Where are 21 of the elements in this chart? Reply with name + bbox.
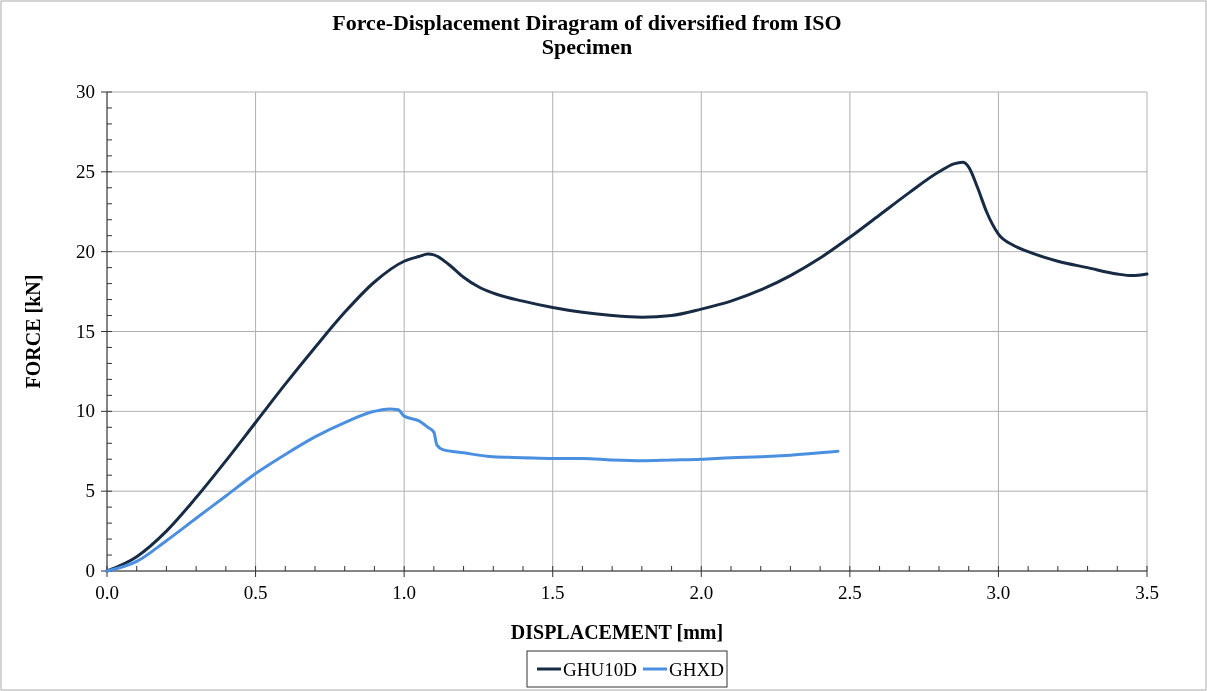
y-tick-label: 30 — [76, 81, 95, 102]
y-tick-label: 25 — [76, 160, 95, 182]
y-tick-label: 5 — [85, 480, 95, 502]
x-tick-label: 2.5 — [837, 582, 862, 603]
x-tick-label: 3.0 — [986, 582, 1011, 603]
x-tick-label: 1.0 — [392, 582, 417, 603]
x-axis-title: DISPLACEMENT [mm] — [510, 621, 724, 643]
y-tick-label: 15 — [76, 320, 95, 342]
legend-label: GHU10D — [563, 659, 637, 680]
y-tick-label: 10 — [76, 400, 95, 422]
x-tick-label: 3.5 — [1135, 582, 1159, 603]
y-tick-label: 20 — [76, 240, 95, 262]
y-axis-title: FORCE [kN] — [22, 274, 44, 389]
y-tick-label: 0 — [85, 560, 95, 581]
x-tick-label: 0.5 — [243, 582, 268, 603]
x-tick-label: 2.0 — [689, 582, 714, 603]
chart-title: Force-Displacement Diragram of diversified from ISO Specimen — [332, 10, 842, 59]
legend-label: GHXD — [669, 659, 724, 680]
x-tick-label: 1.5 — [540, 582, 565, 603]
line-series — [105, 407, 840, 573]
x-tick-label: 0.0 — [95, 582, 119, 603]
